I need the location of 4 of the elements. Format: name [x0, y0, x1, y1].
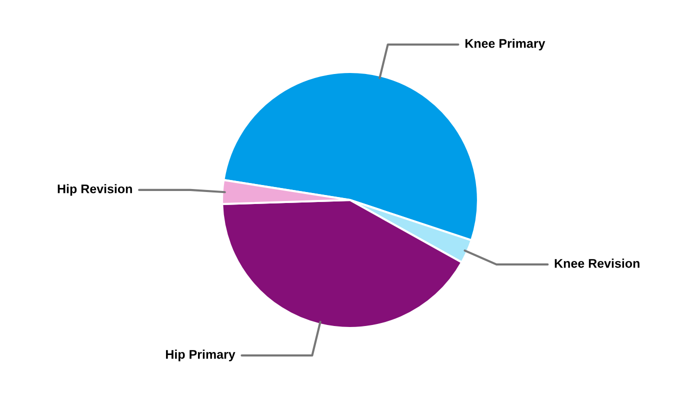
slice-label: Knee Revision — [554, 258, 640, 268]
slice-label: Hip Revision — [58, 184, 132, 196]
slice-label: Hip Primary — [166, 350, 236, 362]
slice-label: Knee Primary — [465, 38, 546, 50]
